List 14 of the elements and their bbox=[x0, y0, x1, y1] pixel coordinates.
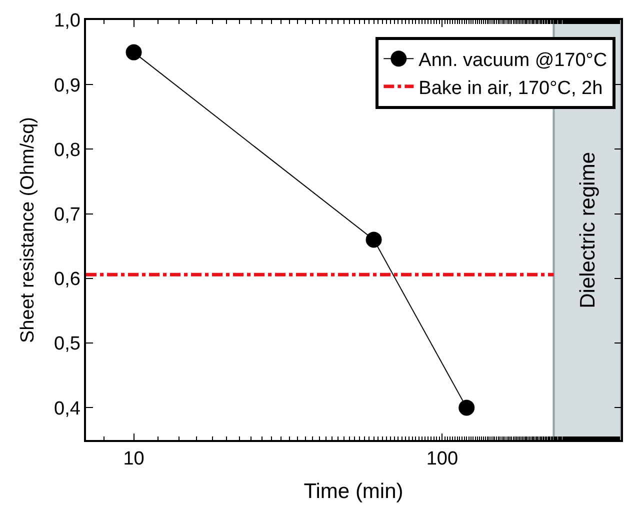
legend-label: Bake in air, 170°C, 2h bbox=[418, 78, 603, 99]
y-tick-label: 1,0 bbox=[54, 10, 80, 32]
y-axis-title: Sheet resistance (Ohm/sq) bbox=[17, 117, 38, 343]
y-tick-label: 0,5 bbox=[54, 334, 80, 355]
y-tick-label: 0,9 bbox=[54, 75, 80, 96]
y-tick-label: 0,7 bbox=[54, 204, 80, 226]
band-label: Dielectric regime bbox=[576, 152, 600, 308]
y-tick-label: 0,4 bbox=[54, 398, 81, 420]
legend-label: Ann. vacuum @170°C bbox=[418, 50, 608, 72]
y-tick-label: 0,6 bbox=[54, 269, 80, 290]
x-tick-label: 10 bbox=[123, 448, 144, 470]
y-tick-label: 0,8 bbox=[54, 140, 80, 161]
x-tick-label: 100 bbox=[426, 448, 458, 470]
x-axis-title: Time (min) bbox=[304, 480, 404, 504]
